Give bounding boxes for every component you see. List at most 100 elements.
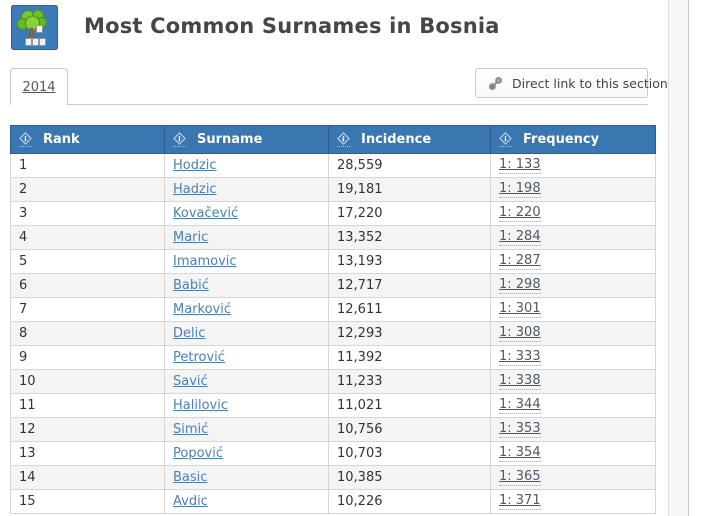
column-header: i Rank xyxy=(10,125,165,154)
column-header: i Incidence xyxy=(328,125,491,154)
frequency-cell: 1: 365 xyxy=(490,465,656,490)
incidence-cell: 10,756 xyxy=(328,417,491,442)
column-info-icon[interactable]: i xyxy=(19,131,32,147)
frequency-link[interactable]: 1: 301 xyxy=(499,301,541,318)
rank-cell: 13 xyxy=(10,441,165,466)
rank-cell: 9 xyxy=(10,345,165,370)
frequency-link[interactable]: 1: 338 xyxy=(499,373,541,390)
surname-link[interactable]: Savić xyxy=(173,374,208,389)
incidence-cell: 10,703 xyxy=(328,441,491,466)
surname-link[interactable]: Kovačević xyxy=(173,206,239,221)
surname-link[interactable]: Petrović xyxy=(173,350,225,365)
frequency-cell: 1: 354 xyxy=(490,441,656,466)
incidence-cell: 12,293 xyxy=(328,321,491,346)
frequency-cell: 1: 344 xyxy=(490,393,656,418)
frequency-link[interactable]: 1: 371 xyxy=(499,493,541,510)
rank-cell: 12 xyxy=(10,417,165,442)
frequency-link[interactable]: 1: 133 xyxy=(499,157,541,174)
column-info-icon[interactable]: i xyxy=(337,131,350,147)
table-row: 13 Popović 10,703 1: 354 xyxy=(10,441,656,466)
surname-link[interactable]: Delic xyxy=(173,326,206,341)
chain-link-icon xyxy=(488,76,503,90)
rank-cell: 11 xyxy=(10,393,165,418)
surname-link[interactable]: Hodzic xyxy=(173,158,217,173)
scrollbar-track[interactable] xyxy=(668,0,689,516)
tab-2014[interactable]: 2014 xyxy=(10,68,68,105)
table-row: 1 Hodzic 28,559 1: 133 xyxy=(10,153,656,178)
table-row: 3 Kovačević 17,220 1: 220 xyxy=(10,201,656,226)
surname-cell: Imamovic xyxy=(164,249,329,274)
surnames-table: i Rank i Surname i xyxy=(10,125,656,514)
column-info-icon[interactable]: i xyxy=(173,131,186,147)
incidence-cell: 12,611 xyxy=(328,297,491,322)
frequency-link[interactable]: 1: 198 xyxy=(499,181,541,198)
column-header-label: Surname xyxy=(197,132,263,147)
frequency-link[interactable]: 1: 365 xyxy=(499,469,541,486)
surname-link[interactable]: Halilovic xyxy=(173,398,228,413)
table-row: 5 Imamovic 13,193 1: 287 xyxy=(10,249,656,274)
table-row: 9 Petrović 11,392 1: 333 xyxy=(10,345,656,370)
frequency-link[interactable]: 1: 354 xyxy=(499,445,541,462)
site-logo-icon xyxy=(11,5,58,50)
frequency-cell: 1: 308 xyxy=(490,321,656,346)
rank-cell: 10 xyxy=(10,369,165,394)
direct-link-label: Direct link to this section xyxy=(512,75,668,91)
rank-cell: 3 xyxy=(10,201,165,226)
table-header-row: i Rank i Surname i xyxy=(10,125,656,154)
surname-link[interactable]: Maric xyxy=(173,230,209,245)
rank-cell: 7 xyxy=(10,297,165,322)
tab-2014-label[interactable]: 2014 xyxy=(22,79,56,95)
frequency-cell: 1: 371 xyxy=(490,489,656,514)
surname-link[interactable]: Simić xyxy=(173,422,209,437)
table-row: 2 Hadzic 19,181 1: 198 xyxy=(10,177,656,202)
incidence-cell: 19,181 xyxy=(328,177,491,202)
table-row: 14 Basic 10,385 1: 365 xyxy=(10,465,656,490)
frequency-link[interactable]: 1: 220 xyxy=(499,205,541,222)
surname-link[interactable]: Basic xyxy=(173,470,208,485)
frequency-link[interactable]: 1: 298 xyxy=(499,277,541,294)
incidence-cell: 11,392 xyxy=(328,345,491,370)
rank-cell: 4 xyxy=(10,225,165,250)
frequency-link[interactable]: 1: 287 xyxy=(499,253,541,270)
column-info-icon[interactable]: i xyxy=(499,131,512,147)
column-header: i Frequency xyxy=(490,125,656,154)
column-header-label: Incidence xyxy=(361,132,432,147)
frequency-link[interactable]: 1: 344 xyxy=(499,397,541,414)
surname-link[interactable]: Hadzic xyxy=(173,182,217,197)
frequency-cell: 1: 338 xyxy=(490,369,656,394)
frequency-cell: 1: 287 xyxy=(490,249,656,274)
frequency-link[interactable]: 1: 284 xyxy=(499,229,541,246)
incidence-cell: 13,193 xyxy=(328,249,491,274)
frequency-link[interactable]: 1: 333 xyxy=(499,349,541,366)
surname-link[interactable]: Babić xyxy=(173,278,209,293)
incidence-cell: 12,717 xyxy=(328,273,491,298)
frequency-cell: 1: 284 xyxy=(490,225,656,250)
surname-link[interactable]: Marković xyxy=(173,302,231,317)
incidence-cell: 28,559 xyxy=(328,153,491,178)
incidence-cell: 10,226 xyxy=(328,489,491,514)
table-body: 1 Hodzic 28,559 1: 133 2 Hadzic 19,181 1… xyxy=(10,153,656,514)
rank-cell: 5 xyxy=(10,249,165,274)
surname-cell: Simić xyxy=(164,417,329,442)
surname-cell: Babić xyxy=(164,273,329,298)
surname-cell: Hodzic xyxy=(164,153,329,178)
direct-link-button[interactable]: Direct link to this section xyxy=(475,68,668,98)
frequency-cell: 1: 220 xyxy=(490,201,656,226)
surname-link[interactable]: Imamovic xyxy=(173,254,237,269)
frequency-link[interactable]: 1: 308 xyxy=(499,325,541,342)
surname-link[interactable]: Popović xyxy=(173,446,223,461)
tabs-divider xyxy=(10,104,648,105)
frequency-cell: 1: 301 xyxy=(490,297,656,322)
table-row: 12 Simić 10,756 1: 353 xyxy=(10,417,656,442)
table-row: 6 Babić 12,717 1: 298 xyxy=(10,273,656,298)
rank-cell: 15 xyxy=(10,489,165,514)
rank-cell: 1 xyxy=(10,153,165,178)
frequency-link[interactable]: 1: 353 xyxy=(499,421,541,438)
frequency-cell: 1: 133 xyxy=(490,153,656,178)
column-header-label: Frequency xyxy=(523,132,600,147)
incidence-cell: 11,233 xyxy=(328,369,491,394)
family-tree-icon xyxy=(11,5,58,50)
surname-link[interactable]: Avdic xyxy=(173,494,208,509)
page-title: Most Common Surnames in Bosnia xyxy=(84,14,500,38)
